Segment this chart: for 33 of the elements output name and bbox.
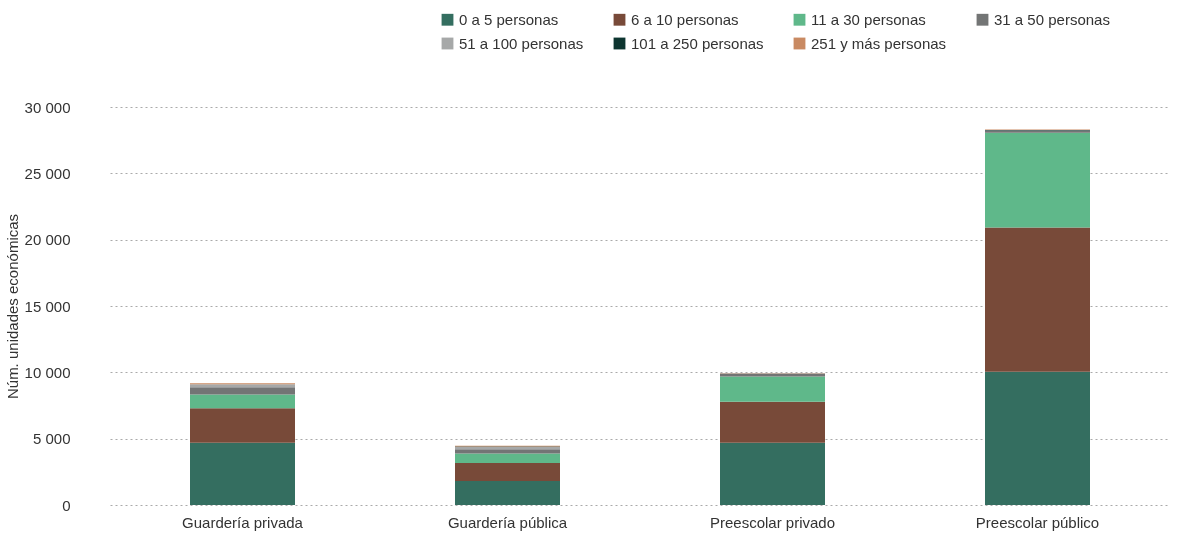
- y-tick-label: 15 000: [24, 297, 71, 315]
- y-tick-label: 5 000: [32, 430, 71, 448]
- bar: [455, 462, 560, 482]
- y-tick-label: 25 000: [24, 164, 71, 182]
- x-tick-label: Preescolar privado: [709, 513, 836, 531]
- y-tick-label: 0: [62, 496, 71, 514]
- legend-label: 31 a 50 personas: [994, 10, 1110, 28]
- x-tick-label: Guardería pública: [447, 513, 568, 531]
- x-tick-label: Preescolar público: [975, 513, 1100, 531]
- legend-label: 51 a 100 personas: [459, 34, 584, 52]
- x-tick-label: Guardería privada: [182, 513, 304, 531]
- bar: [455, 449, 560, 454]
- legend-label: 6 a 10 personas: [631, 10, 739, 28]
- y-axis-title: Núm. unidades económicas: [3, 213, 21, 400]
- bar: [190, 442, 295, 505]
- bar: [720, 442, 825, 505]
- bar: [190, 408, 295, 443]
- bar: [455, 481, 560, 505]
- legend-label: 11 a 30 personas: [811, 10, 926, 28]
- bar: [985, 227, 1090, 372]
- legend-label: 251 y más personas: [811, 34, 947, 52]
- bar: [190, 387, 295, 395]
- y-tick-label: 30 000: [24, 98, 71, 116]
- y-tick-label: 10 000: [24, 363, 71, 381]
- bar: [190, 394, 295, 409]
- bar: [985, 371, 1090, 505]
- bar: [455, 453, 560, 463]
- legend-label: 101 a 250 personas: [631, 34, 764, 52]
- legend-label: 0 a 5 personas: [459, 10, 559, 28]
- bar: [985, 132, 1090, 228]
- y-tick-label: 20 000: [24, 231, 71, 249]
- bar: [720, 376, 825, 402]
- bar: [720, 401, 825, 443]
